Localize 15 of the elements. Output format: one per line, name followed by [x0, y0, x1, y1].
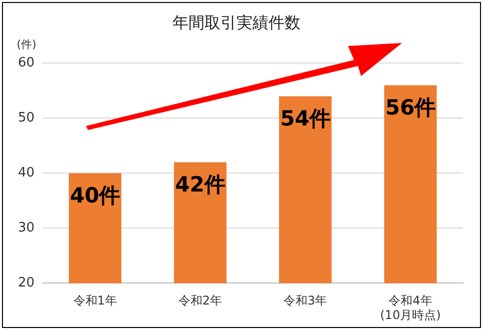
x-tick-label: 令和2年 [178, 294, 222, 308]
y-axis-title: (件) [16, 38, 36, 52]
x-tick-label: 令和1年 [73, 294, 117, 308]
y-tick-label: 50 [18, 110, 35, 126]
data-label: 54件 [280, 106, 330, 131]
y-tick-label: 40 [18, 166, 35, 181]
y-tick-label: 60 [18, 56, 35, 71]
x-tick-label: 令和3年 [284, 294, 328, 308]
data-label: 56件 [385, 96, 436, 120]
data-label: 40件 [70, 184, 120, 208]
x-tick-label: 令和4年 (10月時点) [380, 294, 441, 322]
data-label: 42件 [175, 172, 226, 197]
y-tick-label: 20 [18, 276, 35, 291]
chart-title: 年間取引実績件数 [172, 12, 300, 32]
y-tick-label: 30 [18, 220, 35, 236]
